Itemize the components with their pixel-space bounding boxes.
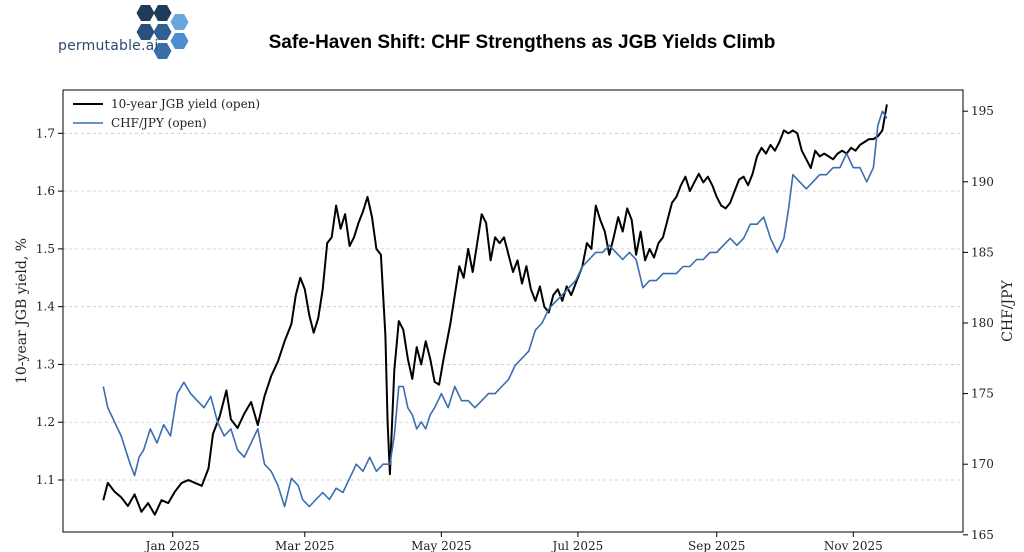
y-left-tick-label: 1.1 (36, 473, 55, 487)
chart-title: Safe-Haven Shift: CHF Strengthens as JGB… (268, 32, 776, 53)
brand-name: permutable.ai (58, 38, 159, 54)
x-tick-label: Jul 2025 (551, 539, 604, 552)
y-right-tick-label: 170 (971, 457, 994, 471)
y-left-tick-label: 1.4 (36, 300, 55, 314)
y-left-tick-label: 1.2 (36, 415, 55, 429)
y-left-tick-label: 1.3 (36, 357, 55, 371)
y-left-tick-label: 1.6 (36, 184, 55, 198)
x-axis: Jan 2025 Mar 2025 May 2025 Jul 2025 Sep 2025… (144, 532, 883, 552)
x-tick-label: May 2025 (411, 539, 472, 552)
x-tick-label: Sep 2025 (688, 539, 745, 552)
y-right-tick-label: 190 (971, 175, 994, 189)
y-right-tick-label: 185 (971, 245, 994, 259)
grid-lines (63, 132, 963, 481)
y-right-tick-label: 175 (971, 387, 994, 401)
y-right-tick-label: 180 (971, 316, 994, 330)
y-axis-right: 165 170 175 180 185 190 195 (963, 104, 994, 542)
hexagon-logo-icon (136, 5, 189, 59)
legend-label: 10-year JGB yield (open) (111, 97, 260, 111)
y-left-tick-label: 1.5 (36, 242, 55, 256)
series-layer (102, 104, 888, 516)
legend-label: CHF/JPY (open) (111, 116, 207, 130)
y-axis-left-label: 10-year JGB yield, % (14, 238, 30, 384)
x-tick-label: Jan 2025 (144, 539, 200, 552)
legend: 10-year JGB yield (open) CHF/JPY (open) (73, 97, 260, 130)
y-right-tick-label: 195 (971, 104, 994, 118)
plot-frame (62, 89, 964, 533)
y-right-tick-label: 165 (971, 528, 994, 542)
y-left-tick-label: 1.7 (36, 126, 55, 140)
y-axis-right-label: CHF/JPY (1000, 279, 1016, 341)
y-axis-left: 1.1 1.2 1.3 1.4 1.5 1.6 1.7 (36, 126, 63, 487)
series-line-jgb-yield (102, 104, 888, 516)
x-tick-label: Mar 2025 (275, 539, 335, 552)
x-tick-label: Nov 2025 (824, 539, 883, 552)
series-line-chf-jpy (102, 110, 888, 508)
brand-logo: permutable.ai (50, 4, 200, 68)
